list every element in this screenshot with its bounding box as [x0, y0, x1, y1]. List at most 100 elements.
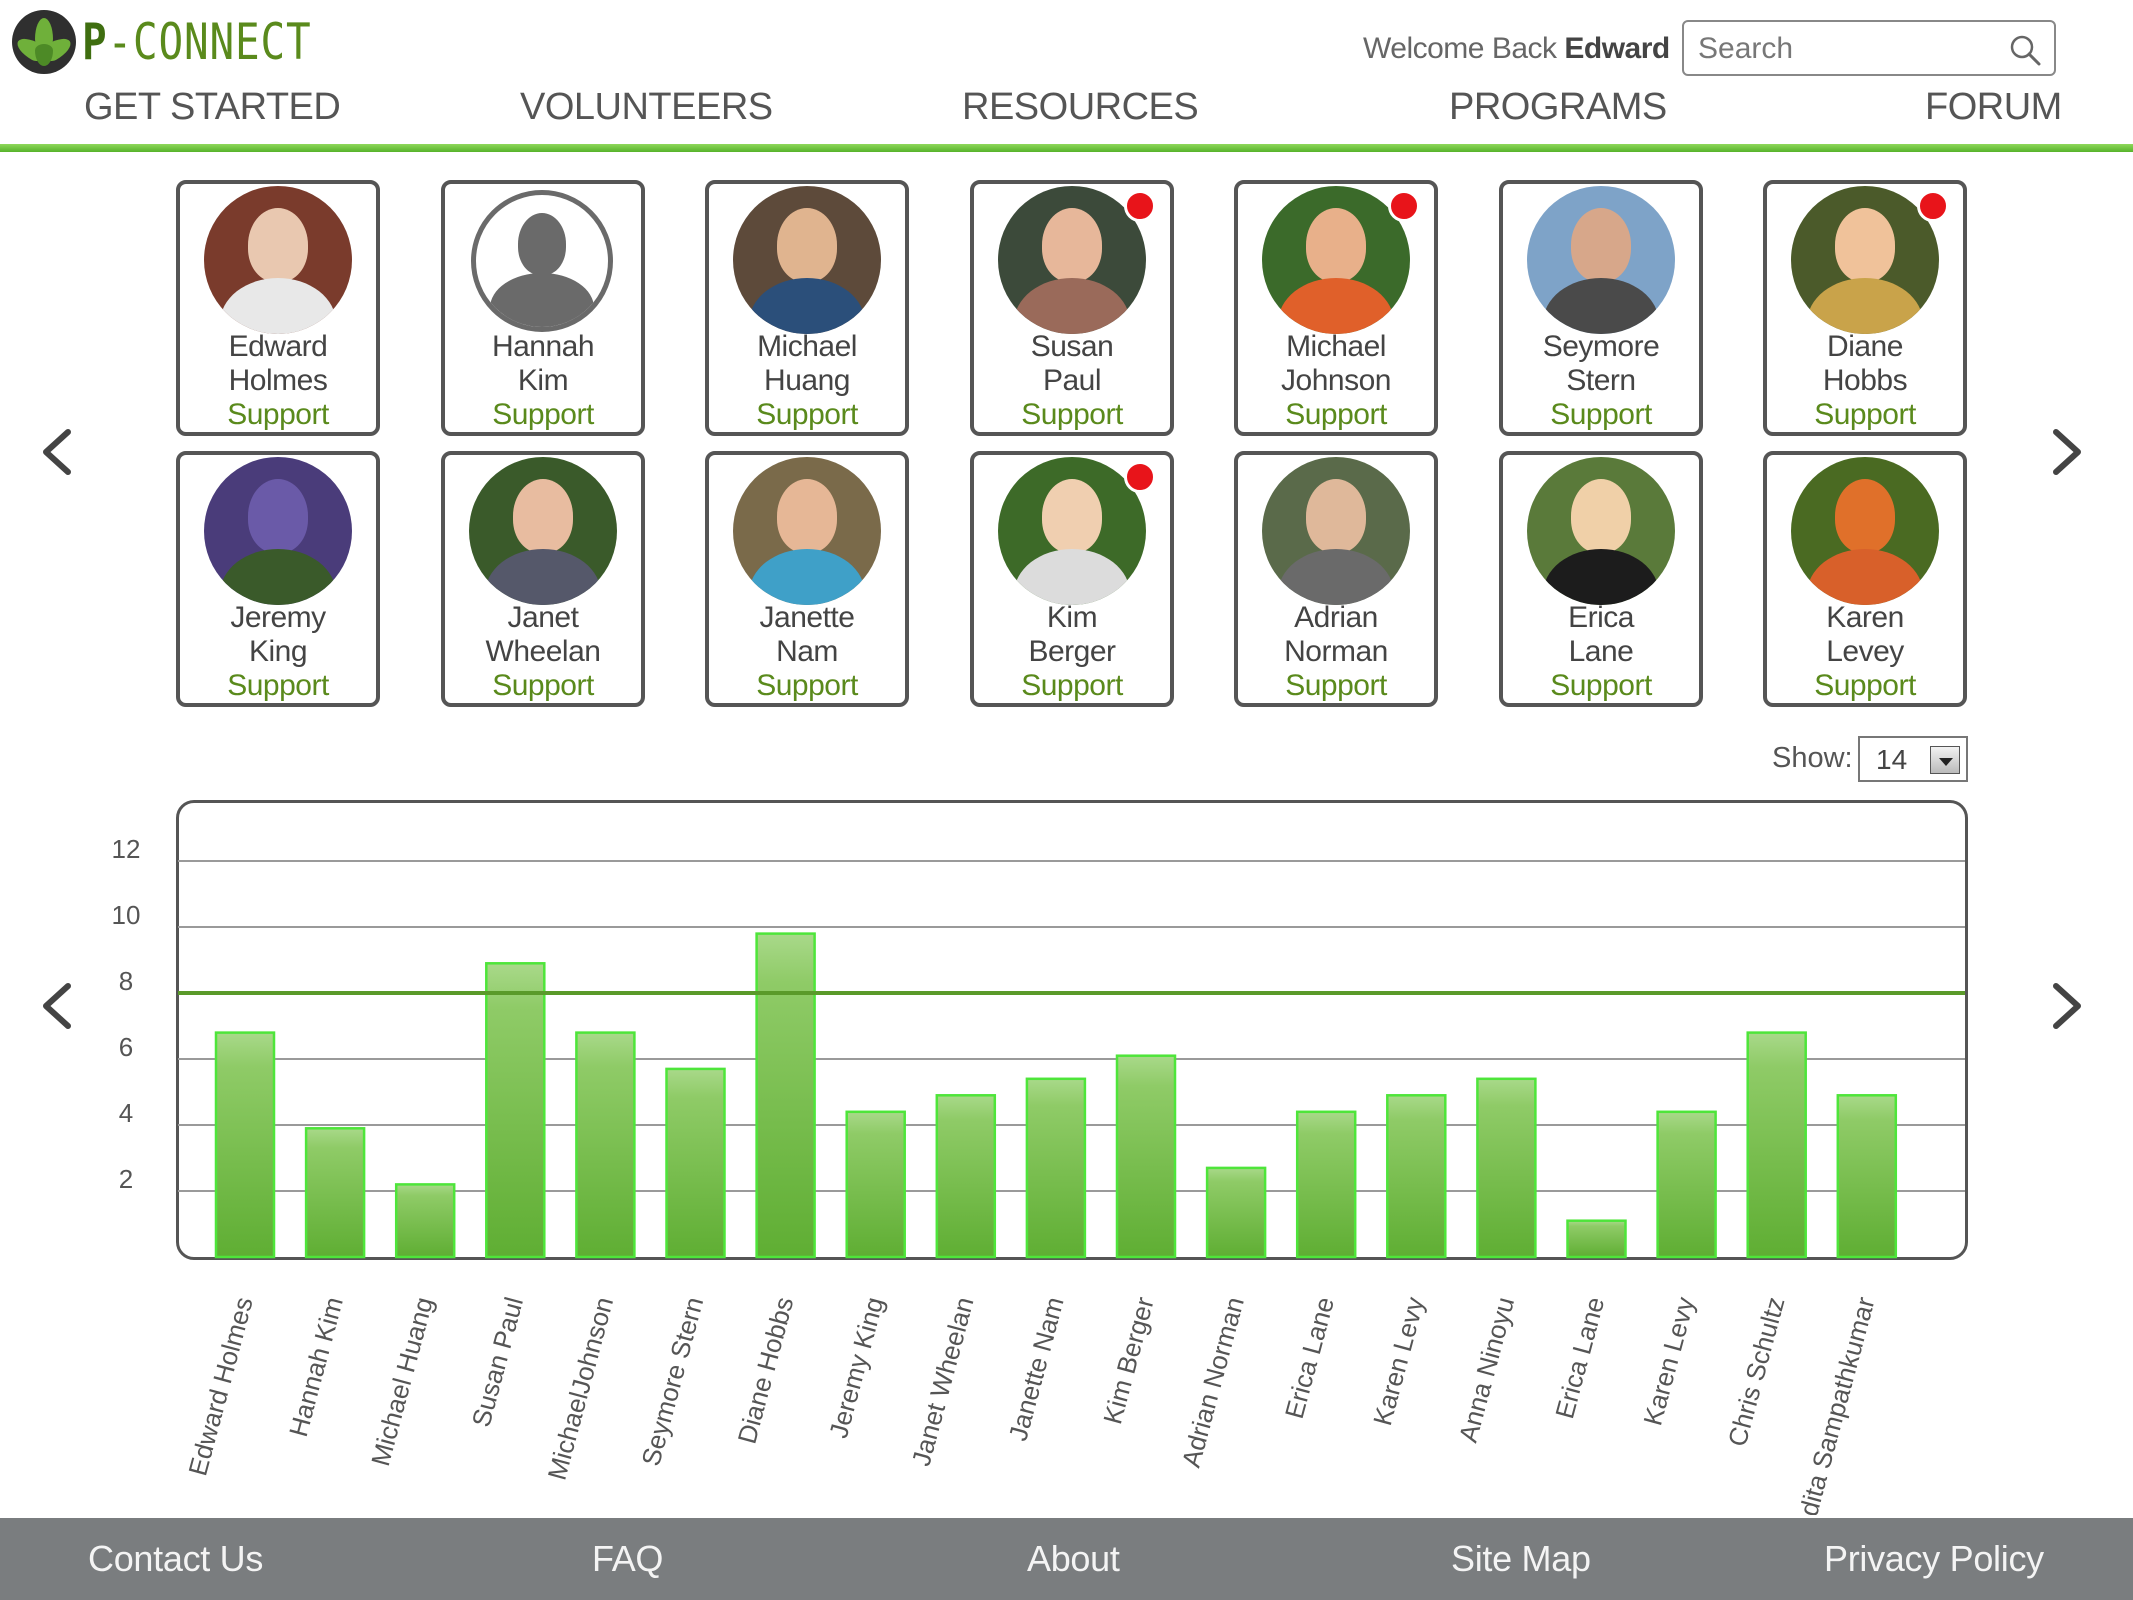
volunteer-last-name: Wheelan	[485, 635, 601, 668]
search-icon[interactable]	[2008, 33, 2042, 67]
volunteer-last-name: Hobbs	[1822, 364, 1908, 397]
main-nav: GET STARTED VOLUNTEERS RESOURCES PROGRAM…	[0, 86, 2133, 136]
chart-bar	[1746, 1031, 1807, 1259]
chart-bar	[394, 1183, 456, 1259]
volunteer-card[interactable]: Adrian Norman Support	[1234, 451, 1438, 707]
volunteer-role-link[interactable]: Support	[756, 398, 858, 431]
x-tick-label: Karen Levy	[1367, 1294, 1430, 1429]
x-tick-label: Edward Holmes	[182, 1294, 258, 1479]
volunteer-card[interactable]: Diane Hobbs Support	[1763, 180, 1967, 436]
show-count-select[interactable]: 14	[1858, 736, 1968, 782]
volunteer-role-link[interactable]: Support	[1285, 669, 1387, 702]
avatar	[998, 457, 1146, 605]
chart-bar	[1295, 1110, 1357, 1259]
nav-divider	[0, 144, 2133, 152]
chart-bar	[755, 932, 816, 1259]
chart-bar	[485, 962, 546, 1259]
volunteer-card[interactable]: Seymore Stern Support	[1499, 180, 1703, 436]
volunteer-last-name: Nam	[776, 635, 838, 668]
notification-dot-icon	[1124, 461, 1156, 493]
x-tick-label: MichaelJohnson	[542, 1294, 620, 1483]
cards-prev-arrow-icon[interactable]	[28, 422, 88, 482]
volunteer-card[interactable]: Jeremy King Support	[176, 451, 380, 707]
volunteer-first-name: Michael	[757, 330, 857, 363]
volunteer-card[interactable]: Janet Wheelan Support	[441, 451, 645, 707]
x-tick-label: Diane Hobbs	[732, 1294, 800, 1447]
x-tick-label: Susan Paul	[466, 1294, 529, 1430]
volunteer-card[interactable]: Michael Huang Support	[705, 180, 909, 436]
volunteer-role-link[interactable]: Support	[1285, 398, 1387, 431]
footer-faq[interactable]: FAQ	[592, 1538, 664, 1579]
notification-dot-icon	[1388, 190, 1420, 222]
chart-next-arrow-icon[interactable]	[2036, 976, 2096, 1036]
avatar	[1262, 186, 1410, 334]
volunteer-role-link[interactable]: Support	[1814, 398, 1916, 431]
x-tick-label: Janette Nam	[1003, 1294, 1070, 1444]
footer-privacy-policy[interactable]: Privacy Policy	[1824, 1538, 2044, 1579]
volunteer-role-link[interactable]: Support	[227, 398, 329, 431]
chevron-down-icon[interactable]	[1930, 746, 1960, 774]
cards-next-arrow-icon[interactable]	[2036, 422, 2096, 482]
volunteer-role-link[interactable]: Support	[1021, 669, 1123, 702]
volunteer-card[interactable]: Edward Holmes Support	[176, 180, 380, 436]
nav-volunteers[interactable]: VOLUNTEERS	[520, 86, 773, 128]
footer-site-map[interactable]: Site Map	[1451, 1538, 1591, 1579]
default-avatar-icon	[471, 190, 613, 332]
y-tick-label: 4	[119, 1098, 133, 1128]
volunteer-card[interactable]: Hannah Kim Support	[441, 180, 645, 436]
volunteer-card[interactable]: Kim Berger Support	[970, 451, 1174, 707]
volunteer-card[interactable]: Erica Lane Support	[1499, 451, 1703, 707]
search-input[interactable]	[1698, 32, 1998, 66]
y-tick-label: 8	[119, 966, 133, 996]
nav-resources[interactable]: RESOURCES	[962, 86, 1199, 128]
volunteer-card[interactable]: Janette Nam Support	[705, 451, 909, 707]
volunteer-role-link[interactable]: Support	[492, 398, 594, 431]
nav-programs[interactable]: PROGRAMS	[1449, 86, 1667, 128]
volunteer-last-name: Berger	[1028, 635, 1116, 668]
chart-bar	[1205, 1166, 1267, 1259]
volunteer-first-name: Seymore	[1542, 330, 1660, 363]
footer-contact-us[interactable]: Contact Us	[88, 1538, 264, 1579]
x-tick-label: Adrian Norman	[1176, 1294, 1250, 1471]
chart-bar	[1115, 1054, 1177, 1259]
chart-bar	[935, 1094, 997, 1259]
chart-bar	[1386, 1094, 1447, 1259]
x-tick-label: Erica Lane	[1549, 1294, 1610, 1422]
volunteer-first-name: Adrian	[1294, 601, 1378, 634]
nav-forum[interactable]: FORUM	[1925, 86, 2062, 128]
volunteer-role-link[interactable]: Support	[1814, 669, 1916, 702]
volunteer-last-name: Paul	[1042, 364, 1102, 397]
show-label: Show:	[1772, 742, 1853, 774]
volunteer-role-link[interactable]: Support	[756, 669, 858, 702]
search-box	[1682, 20, 2056, 76]
volunteer-last-name: Levey	[1826, 635, 1904, 668]
welcome-message: Welcome Back Edward	[1363, 32, 1670, 65]
y-tick-label: 2	[119, 1164, 133, 1194]
volunteer-card[interactable]: Karen Levey Support	[1763, 451, 1967, 707]
brand-logo[interactable]: P-CONNECT	[12, 10, 362, 74]
volunteer-role-link[interactable]: Support	[227, 669, 329, 702]
leaf-logo-icon	[12, 10, 76, 74]
volunteer-role-link[interactable]: Support	[492, 669, 594, 702]
volunteer-first-name: Erica	[1568, 601, 1634, 634]
volunteer-first-name: Janet	[507, 601, 579, 634]
volunteer-card[interactable]: Michael Johnson Support	[1234, 180, 1438, 436]
volunteer-card[interactable]: Susan Paul Support	[970, 180, 1174, 436]
footer: Contact Us FAQ About Site Map Privacy Po…	[0, 1518, 2133, 1600]
chart-bar	[1476, 1077, 1537, 1259]
avatar	[1791, 457, 1939, 605]
footer-about[interactable]: About	[1027, 1538, 1120, 1579]
chart-bar	[845, 1110, 906, 1259]
volunteer-first-name: Jeremy	[230, 601, 326, 634]
volunteer-role-link[interactable]: Support	[1550, 398, 1652, 431]
volunteer-role-link[interactable]: Support	[1021, 398, 1123, 431]
avatar	[733, 457, 881, 605]
volunteer-role-link[interactable]: Support	[1550, 669, 1652, 702]
chart-prev-arrow-icon[interactable]	[28, 976, 88, 1036]
nav-get-started[interactable]: GET STARTED	[84, 86, 341, 128]
chart-bar	[665, 1067, 726, 1259]
avatar	[733, 186, 881, 334]
chart-bar	[1836, 1094, 1898, 1259]
avatar	[204, 186, 352, 334]
chart-bar	[1025, 1077, 1087, 1259]
